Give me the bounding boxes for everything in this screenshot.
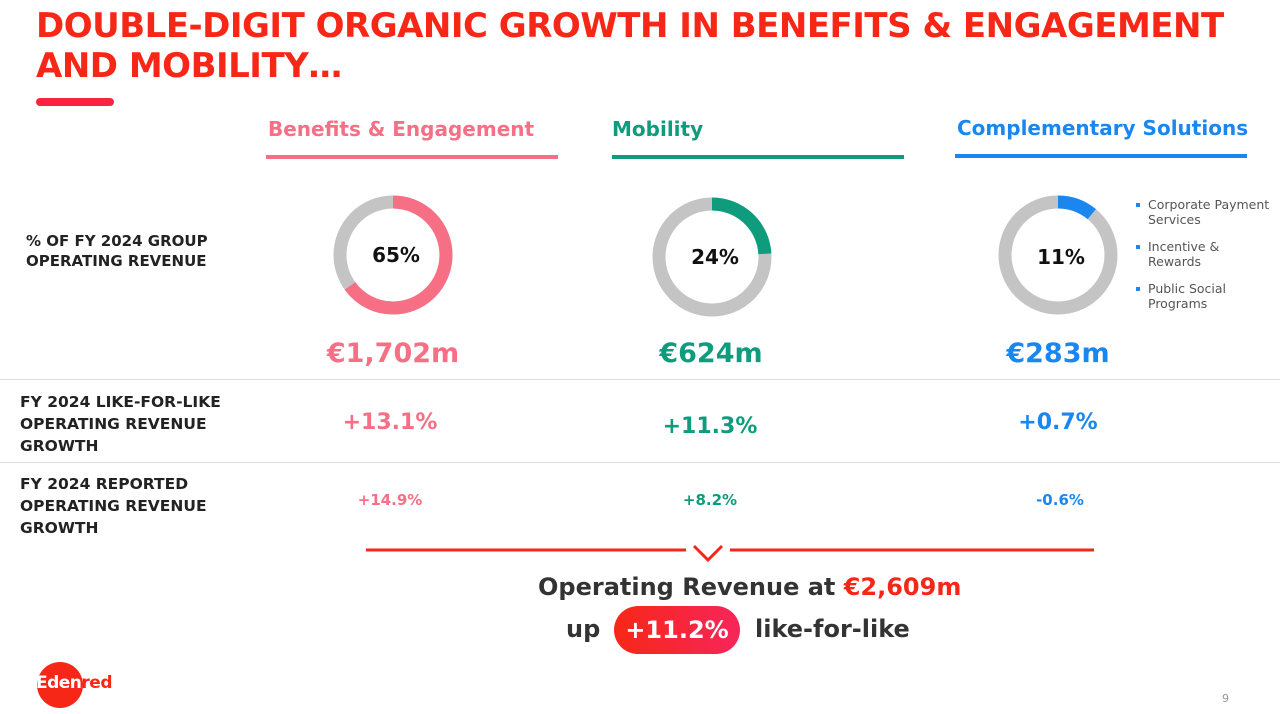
donut-label-complementary: 11% [1037,245,1085,269]
column-header-mobility: Mobility [612,117,704,141]
summary-text: Operating Revenue at [538,573,844,601]
summary-total: €2,609m [843,573,962,601]
divider [0,379,1280,380]
lfl-benefits: +13.1% [342,410,438,435]
logo-wordmark: Edenred [36,673,113,693]
reported-mobility: +8.2% [682,491,738,509]
summary-lfl: like-for-like [755,615,910,643]
legend-item: Public Social Programs [1136,281,1238,311]
column-underline [266,155,558,159]
summary-line1: Operating Revenue at €2,609m [538,573,961,601]
logo-text: Edenred [36,673,113,693]
chevron-down-icon [692,544,724,563]
complementary-legend: Corporate Payment Services Incentive & R… [1136,197,1278,323]
donut-segment [998,195,1118,315]
column-underline [955,154,1247,158]
divider [0,462,1280,463]
column-underline [612,155,904,159]
lfl-complementary: +0.7% [1018,410,1098,435]
edenred-logo [37,662,83,708]
legend-item: Incentive & Rewards [1136,239,1228,269]
amount-benefits: €1,702m [326,338,460,369]
legend-item: Corporate Payment Services [1136,197,1278,227]
amount-complementary: €283m [1006,338,1110,369]
donut-segment [652,197,772,317]
growth-badge: +11.2% [614,606,740,654]
row-label-reported: FY 2024 REPORTED OPERATING REVENUE GROWT… [20,475,207,537]
page-number: 9 [1222,692,1229,705]
summary-up: up [566,615,601,643]
row-label-share: % OF FY 2024 GROUP OPERATING REVENUE [26,232,208,270]
donut-label-mobility: 24% [691,245,739,269]
donut-label-benefits: 65% [372,243,420,267]
summary-divider-chevron [366,544,1094,563]
amount-mobility: €624m [659,338,763,369]
title-accent-bar [36,98,114,106]
reported-complementary: -0.6% [1036,491,1084,509]
column-header-benefits: Benefits & Engagement [268,117,535,141]
donut-segment [333,195,453,315]
row-label-lfl: FY 2024 LIKE-FOR-LIKE OPERATING REVENUE … [20,393,221,455]
column-header-complementary: Complementary Solutions [957,116,1249,140]
slide-title: DOUBLE-DIGIT ORGANIC GROWTH IN BENEFITS … [36,6,1224,86]
reported-benefits: +14.9% [357,491,423,509]
lfl-mobility: +11.3% [662,414,758,439]
